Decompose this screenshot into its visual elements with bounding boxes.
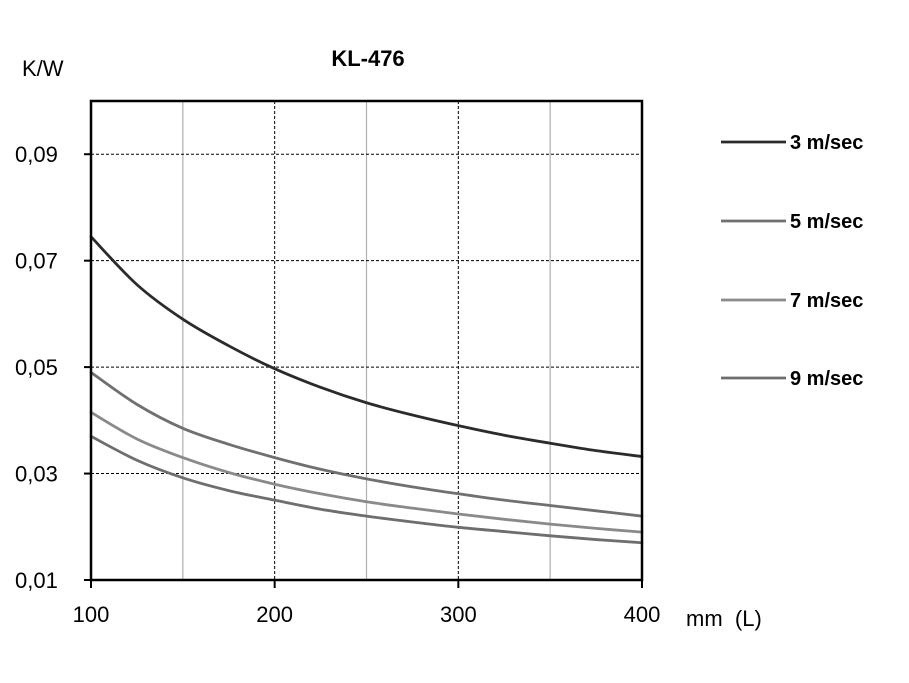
legend-label: 7 m/sec [790,290,863,312]
y-axis-label: K/W [22,56,64,81]
series-group [89,235,644,545]
y-tick-label: 0,09 [15,142,58,167]
y-tick-label: 0,05 [15,355,58,380]
axis-ticks: 0,01 0,03 0,05 0,07 0,09 100 200 300 400 [15,142,660,627]
legend-label: 3 m/sec [790,132,863,154]
series-line-4 [89,434,644,545]
y-tick-label: 0,03 [15,462,58,487]
y-tick-label: 0,07 [15,249,58,274]
minor-grid [182,101,551,580]
y-tick-label: 0,01 [15,568,58,593]
x-axis-label: mm (L) [686,606,762,631]
x-tick-label: 100 [73,602,110,627]
plot-frame [89,99,644,582]
legend-label: 5 m/sec [790,211,863,233]
series-line-1 [89,235,644,458]
series-line-2 [89,371,644,518]
x-tick-label: 400 [624,602,661,627]
legend: 3 m/sec 5 m/sec 7 m/sec 9 m/sec [721,132,863,390]
major-grid [91,101,642,580]
chart-title: KL-476 [331,46,404,71]
series-line-3 [89,410,644,534]
x-tick-label: 200 [256,602,293,627]
x-tick-label: 300 [440,602,477,627]
legend-label: 9 m/sec [790,368,863,390]
